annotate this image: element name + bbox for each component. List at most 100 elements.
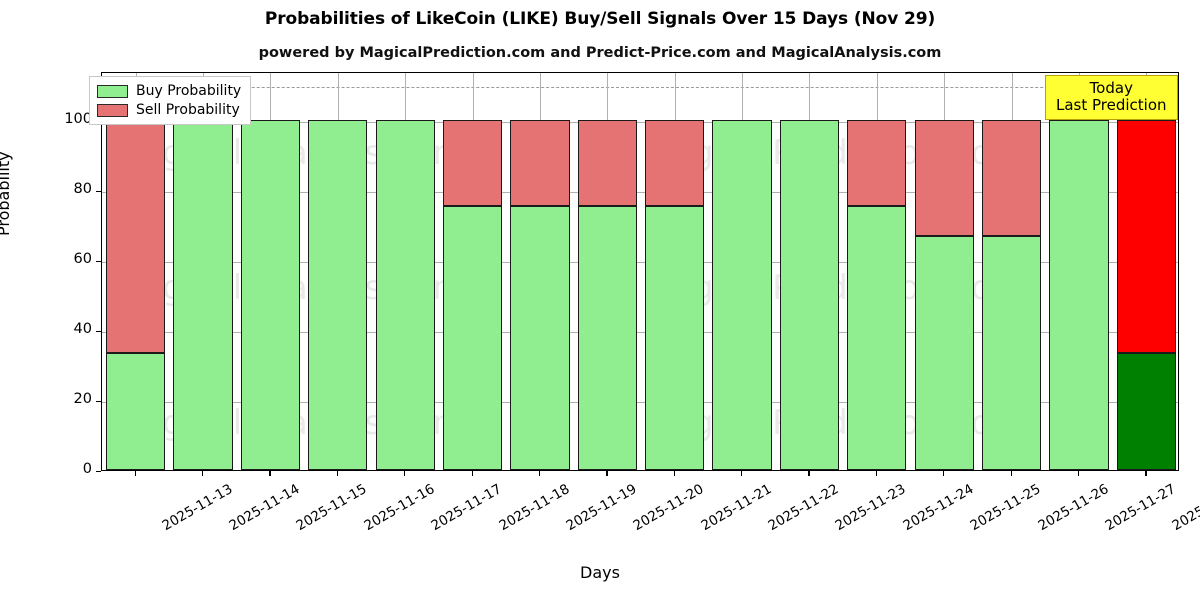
- x-tick-mark: [673, 471, 675, 476]
- plot-inner: MagicalAnalysis.comMagicalPrediction.com…: [102, 73, 1178, 470]
- y-gridline: [102, 332, 1178, 333]
- legend-item-sell: Sell Probability: [97, 102, 241, 118]
- bar-segment-buy[interactable]: [712, 120, 772, 470]
- bar-segment-sell[interactable]: [106, 120, 166, 353]
- x-tick-mark: [606, 471, 608, 476]
- y-gridline: [102, 122, 1178, 123]
- bar-segment-buy[interactable]: [914, 235, 974, 470]
- x-tick-label: 2025-11-19: [563, 481, 640, 535]
- bar-segment-buy[interactable]: [847, 205, 907, 470]
- x-tick-mark: [875, 471, 878, 476]
- x-tick-mark: [538, 471, 541, 476]
- bar-segment-buy[interactable]: [173, 120, 233, 470]
- bar-column[interactable]: [914, 71, 974, 470]
- bar-column[interactable]: [712, 71, 772, 470]
- bar-segment-sell[interactable]: [981, 120, 1042, 236]
- y-tick-label: 0: [82, 461, 92, 477]
- bar-segment-sell[interactable]: [577, 120, 637, 206]
- bar-segment-buy[interactable]: [577, 205, 637, 470]
- x-tick-label: 2025-11-26: [1035, 481, 1112, 535]
- x-tick-mark: [471, 471, 473, 476]
- legend-swatch-buy-icon: [97, 84, 128, 98]
- bar-column[interactable]: [375, 71, 435, 470]
- bar-segment-buy[interactable]: [510, 205, 570, 470]
- bar-column[interactable]: [106, 71, 166, 470]
- y-tick-label: 40: [73, 321, 92, 337]
- x-tick-label: 2025-11-18: [496, 481, 573, 535]
- x-tick-label: 2025-11-17: [428, 481, 505, 535]
- bar-column[interactable]: [173, 71, 233, 470]
- x-tick-label: 2025-11-22: [765, 481, 842, 535]
- y-tick-label: 100: [64, 111, 92, 127]
- x-tick-label: 2025-11-13: [159, 481, 236, 535]
- legend-swatch-sell-icon: [97, 103, 128, 117]
- bar-segment-buy[interactable]: [779, 120, 840, 470]
- legend-label-buy: Buy Probability: [136, 83, 242, 99]
- x-tick-label: 2025-11-27: [1102, 481, 1179, 535]
- x-tick-label: 2025-11-15: [293, 481, 370, 535]
- x-tick-mark: [943, 471, 945, 476]
- y-gridline: [102, 262, 1178, 263]
- x-tick-label: 2025-11-16: [361, 481, 438, 535]
- bar-segment-buy[interactable]: [240, 120, 301, 470]
- y-tick-mark: [96, 191, 101, 193]
- bar-column[interactable]: [779, 71, 840, 470]
- x-tick-mark: [1145, 471, 1147, 476]
- bar-column[interactable]: [510, 71, 570, 470]
- y-tick-label: 20: [73, 391, 92, 407]
- y-tick-mark: [96, 331, 101, 333]
- y-tick-label: 80: [73, 181, 92, 197]
- bar-segment-sell[interactable]: [442, 120, 503, 206]
- bar-segment-buy[interactable]: [106, 352, 166, 470]
- x-tick-label: 2025-11-23: [832, 481, 909, 535]
- bar-segment-sell[interactable]: [510, 120, 570, 206]
- chart-legend: Buy Probability Sell Probability: [89, 76, 252, 125]
- legend-item-buy: Buy Probability: [97, 83, 241, 99]
- bar-column[interactable]: [847, 71, 907, 470]
- bar-segment-sell[interactable]: [847, 120, 907, 206]
- bar-column[interactable]: [308, 71, 368, 470]
- y-tick-mark: [96, 471, 101, 473]
- x-tick-mark: [404, 471, 406, 476]
- y-axis-label: Probability: [0, 151, 13, 236]
- bar-segment-buy[interactable]: [1116, 352, 1176, 470]
- today-line-1: Today: [1089, 79, 1133, 97]
- x-tick-label: 2025-11-25: [967, 481, 1044, 535]
- x-tick-mark: [336, 471, 339, 476]
- reference-dashed-line: [102, 87, 1178, 88]
- plot-area: MagicalAnalysis.comMagicalPrediction.com…: [101, 72, 1179, 471]
- bar-segment-buy[interactable]: [645, 205, 705, 470]
- x-tick-mark: [134, 471, 136, 476]
- bar-segment-sell[interactable]: [645, 120, 705, 206]
- bar-segment-buy[interactable]: [981, 235, 1042, 470]
- bar-column[interactable]: [240, 71, 301, 470]
- bar-segment-sell[interactable]: [914, 120, 974, 236]
- bar-segment-buy[interactable]: [375, 120, 435, 470]
- bar-segment-buy[interactable]: [1049, 120, 1109, 470]
- chart-subtitle: powered by MagicalPrediction.com and Pre…: [258, 45, 942, 61]
- today-line-2: Last Prediction: [1056, 96, 1167, 115]
- x-tick-mark: [269, 471, 271, 476]
- y-gridline: [102, 402, 1178, 403]
- bar-column[interactable]: [442, 71, 503, 470]
- bar-segment-sell[interactable]: [1116, 120, 1176, 353]
- x-axis-label: Days: [580, 563, 620, 582]
- x-tick-label: 2025-11-24: [900, 481, 977, 535]
- x-tick-label: 2025-11-14: [226, 481, 303, 535]
- x-tick-mark: [202, 471, 204, 476]
- bar-segment-buy[interactable]: [308, 120, 368, 470]
- bar-column[interactable]: [577, 71, 637, 470]
- chart-title: Probabilities of LikeCoin (LIKE) Buy/Sel…: [264, 9, 936, 29]
- bar-segment-buy[interactable]: [442, 205, 503, 470]
- y-gridline: [102, 192, 1178, 193]
- legend-label-sell: Sell Probability: [136, 102, 240, 118]
- x-tick-mark: [741, 471, 743, 476]
- y-tick-mark: [96, 401, 101, 403]
- today-annotation: Today Last Prediction: [1045, 75, 1178, 121]
- bar-column[interactable]: [645, 71, 705, 470]
- bar-column[interactable]: [1049, 71, 1109, 470]
- bar-column[interactable]: [981, 71, 1042, 470]
- x-tick-mark: [808, 471, 810, 476]
- bar-today[interactable]: [1116, 71, 1176, 470]
